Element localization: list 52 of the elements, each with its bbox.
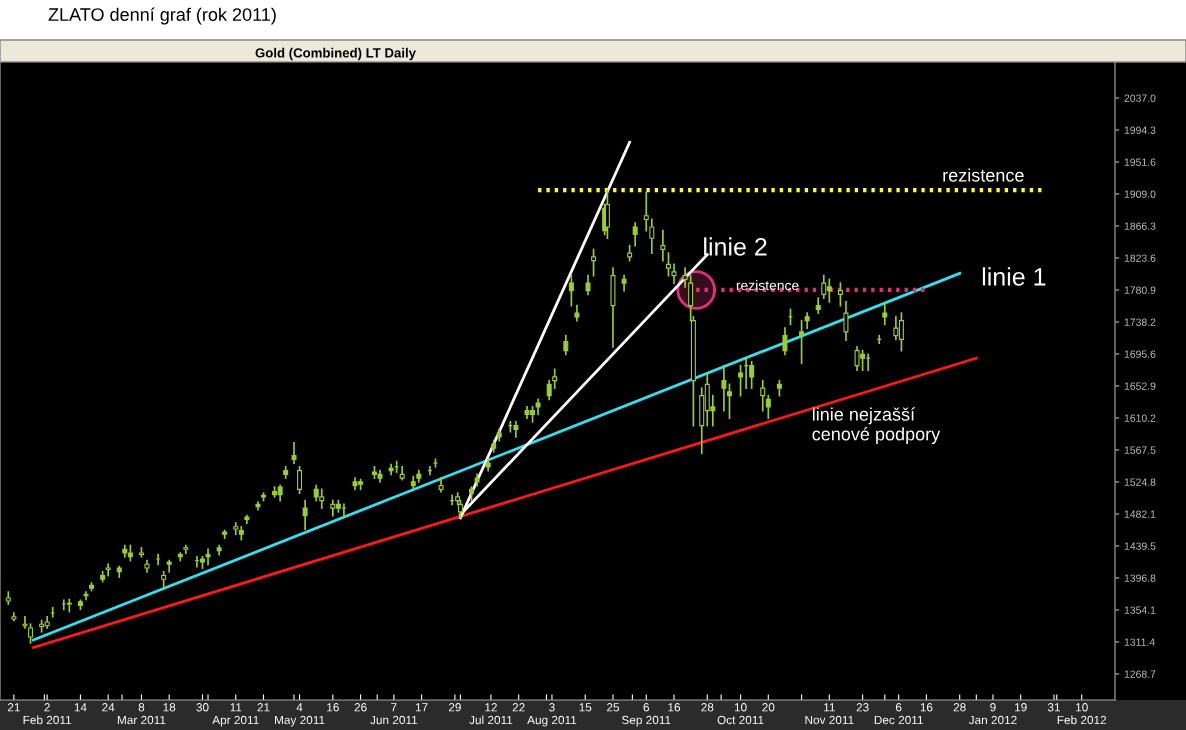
y-tick-label: 1439.5	[1124, 542, 1156, 550]
y-tick-label: 1482.1	[1124, 510, 1156, 518]
y-tick-label: 1567.5	[1124, 446, 1156, 454]
y-tick-label: 1823.6	[1124, 254, 1156, 262]
x-tick-label: 2 Feb 2011	[23, 703, 72, 725]
x-tick-label: 31	[1047, 703, 1060, 712]
annotation: linie nejzašší cenové podpory	[812, 407, 941, 445]
x-tick-label: 4 May 2011	[275, 703, 325, 727]
y-tick-label: 1695.6	[1124, 350, 1156, 358]
x-tick-label: 29	[448, 703, 461, 712]
y-tick-label: 1311.4	[1124, 638, 1155, 646]
y-tick-label: 1396.8	[1124, 574, 1156, 582]
x-tick-label: 12 Jul 2011	[469, 703, 513, 725]
chart-subtitle: Gold (Combined) LT Daily	[255, 47, 416, 61]
y-tick-label: 2037.0	[1124, 94, 1156, 102]
x-tick-label: 24	[102, 703, 115, 712]
y-tick-label: 1738.2	[1124, 318, 1156, 326]
x-tick-label: 18	[163, 703, 176, 712]
x-tick-label: 16	[920, 703, 933, 712]
y-tick-label: 1909.0	[1124, 190, 1156, 198]
x-tick-label: 20	[762, 703, 775, 712]
x-tick-label: 26	[354, 703, 367, 712]
y-tick-label: 1354.1	[1124, 606, 1156, 614]
x-tick-label: 30	[196, 703, 209, 712]
x-tick-label: 21	[7, 703, 20, 712]
x-tick-label: 25	[607, 703, 620, 712]
x-tick-label: 28	[701, 703, 714, 712]
x-tick-label: 16	[668, 703, 681, 712]
annotation: rezistence	[736, 280, 799, 291]
chart-title: ZLATO denní graf (rok 2011)	[48, 7, 276, 25]
y-tick-label: 1994.3	[1124, 126, 1156, 134]
x-tick-label: 11 Nov 2011	[805, 703, 854, 725]
y-tick-label: 1951.6	[1124, 158, 1156, 166]
x-tick-label: 23	[856, 703, 869, 712]
annotation: linie 1	[982, 267, 1046, 286]
x-tick-label: 17	[415, 703, 428, 712]
y-tick-label: 1610.2	[1124, 414, 1156, 422]
x-tick-label: 3 Aug 2011	[527, 703, 577, 727]
x-tick-label: 22	[512, 703, 525, 712]
annotation: rezistence	[943, 168, 1024, 182]
x-tick-label: 21	[257, 703, 270, 712]
y-tick-label: 1268.7	[1124, 670, 1156, 678]
y-tick-label: 1866.3	[1124, 222, 1156, 230]
x-tick-label: 16	[327, 703, 339, 712]
y-tick-label: 1780.9	[1124, 286, 1156, 294]
x-tick-label: 15	[579, 703, 592, 712]
annotation: linie 2	[704, 237, 767, 256]
y-tick-label: 1652.9	[1124, 382, 1156, 390]
x-tick-label: 19	[1015, 703, 1027, 712]
x-tick-label: 28	[953, 703, 966, 712]
x-tick-label: 14	[74, 703, 87, 712]
y-tick-label: 1524.8	[1124, 478, 1156, 486]
